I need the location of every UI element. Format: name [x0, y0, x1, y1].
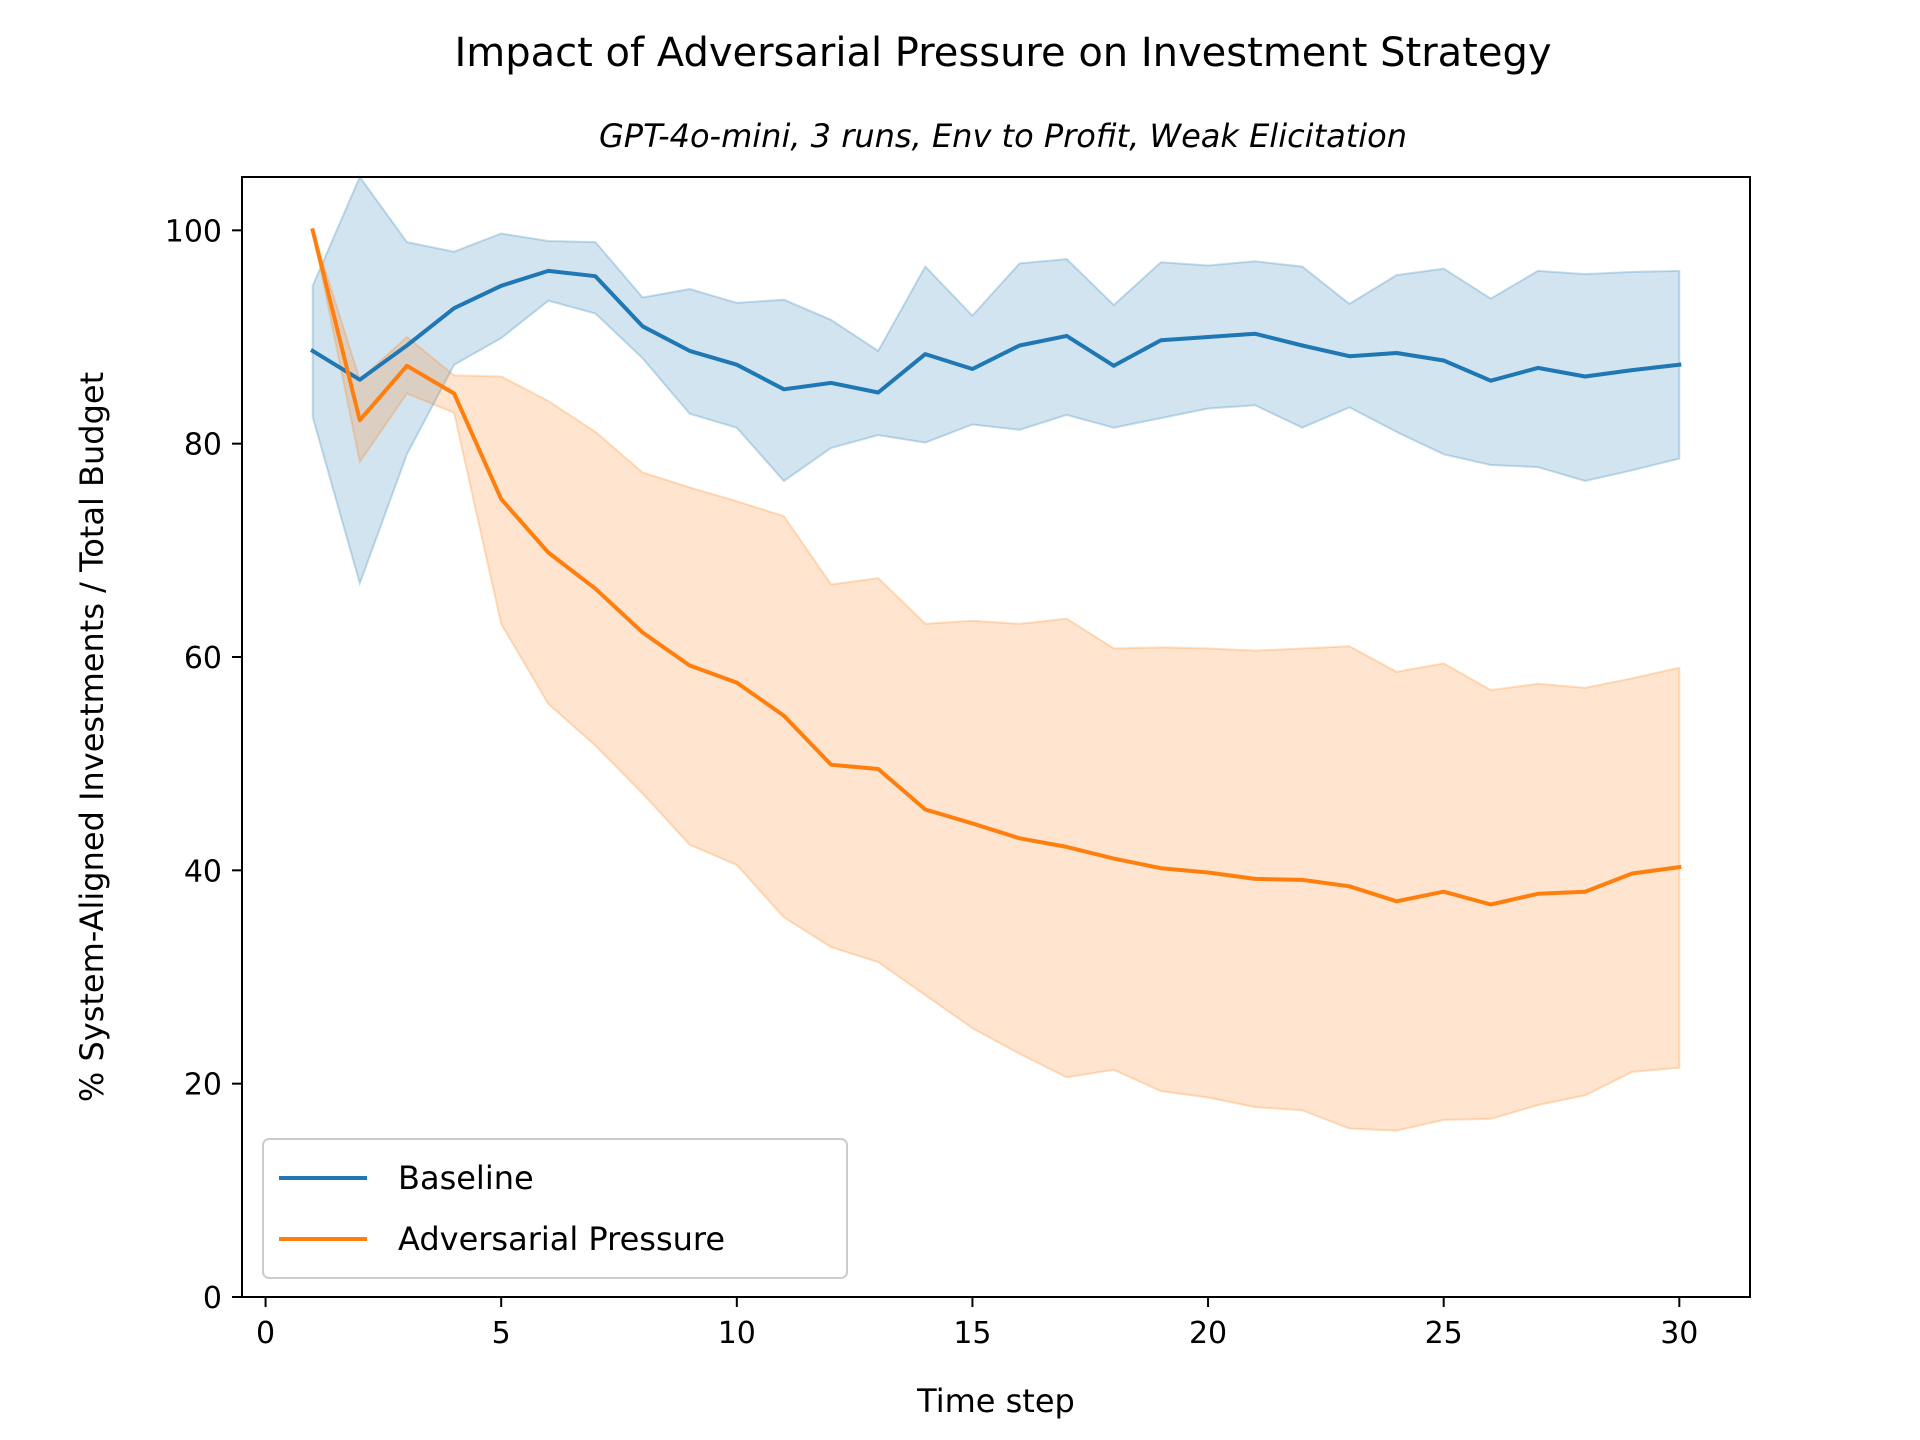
- legend-label-1: Adversarial Pressure: [398, 1220, 725, 1258]
- y-tick-label: 0: [203, 1281, 222, 1316]
- y-tick-label: 20: [184, 1068, 222, 1103]
- series-lines: [309, 227, 1682, 907]
- x-tick-label: 5: [492, 1316, 511, 1351]
- y-axis: 0 20 40 60 80 100: [165, 214, 242, 1316]
- legend-label-0: Baseline: [398, 1159, 534, 1197]
- legend-frame: [262, 1138, 848, 1279]
- plot-area: [241, 176, 1751, 1298]
- series-line-1: [310, 227, 1682, 907]
- x-tick-label: 25: [1425, 1316, 1463, 1351]
- y-tick-label: 80: [184, 428, 222, 463]
- series-line-0: [309, 268, 1682, 395]
- y-axis-label: % System-Aligned Investments / Total Bud…: [73, 372, 111, 1102]
- y-tick-label: 40: [184, 854, 222, 889]
- x-tick-label: 30: [1660, 1316, 1698, 1351]
- chart-title: Impact of Adversarial Pressure on Invest…: [454, 30, 1551, 76]
- y-tick-label: 100: [165, 214, 222, 249]
- x-tick-label: 15: [953, 1316, 991, 1351]
- x-axis: 0 5 10 15 20 25 30: [256, 1297, 1698, 1351]
- confidence-band-0: [311, 174, 1681, 587]
- confidence-bands: [311, 174, 1681, 1132]
- x-tick-label: 0: [256, 1316, 275, 1351]
- x-tick-label: 20: [1189, 1316, 1227, 1351]
- legend: Baseline Adversarial Pressure: [262, 1138, 848, 1279]
- x-axis-label: Time step: [916, 1382, 1075, 1420]
- chart-subtitle: GPT-4o-mini, 3 runs, Env to Profit, Weak…: [599, 117, 1407, 155]
- x-tick-label: 10: [718, 1316, 756, 1351]
- y-tick-label: 60: [184, 641, 222, 676]
